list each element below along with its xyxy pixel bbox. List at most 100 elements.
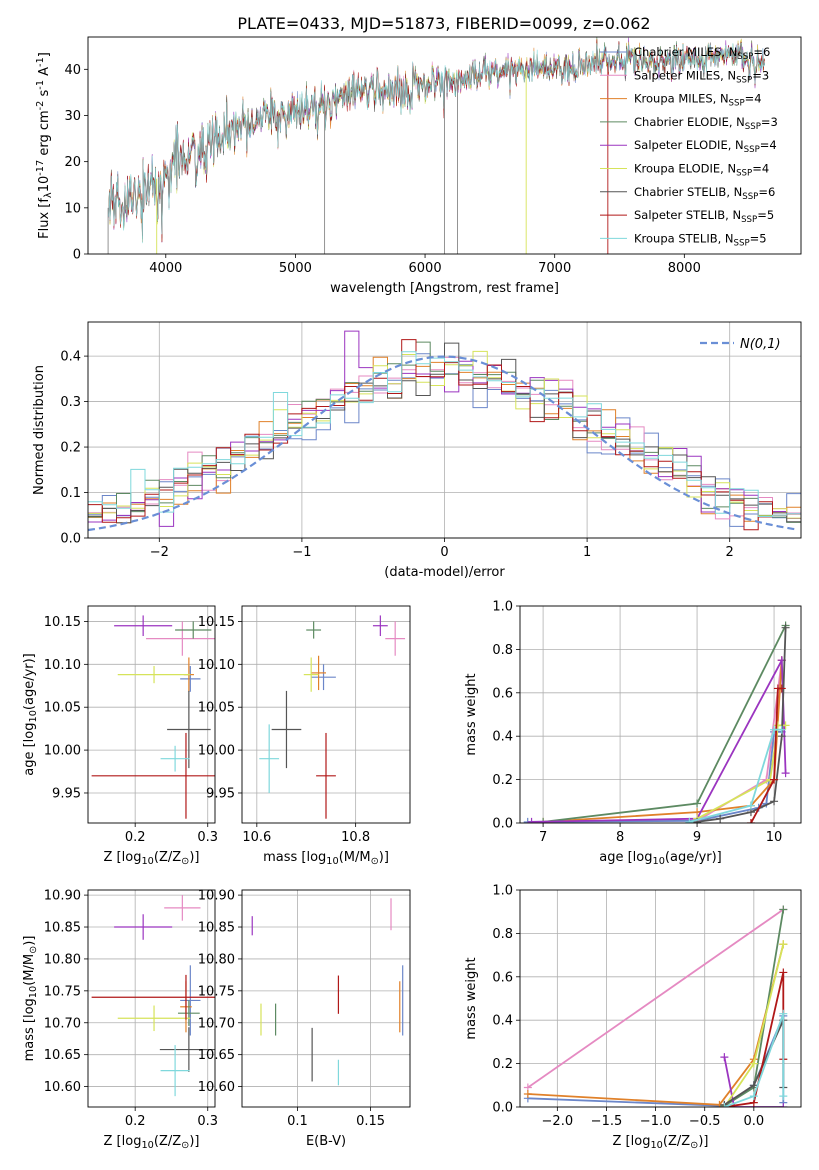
x-tick-label: −1.5 — [591, 1114, 623, 1129]
data-point-marker — [685, 817, 694, 823]
data-point-marker — [777, 684, 786, 693]
label-part: =4 — [745, 92, 762, 106]
data-point-marker — [746, 819, 755, 823]
label-part: mass [log — [263, 850, 326, 865]
label-part: (M/M — [22, 954, 37, 986]
label-part: =4 — [760, 138, 777, 152]
data-point-marker — [779, 968, 788, 977]
y-tick-label: 20 — [64, 155, 81, 170]
y-tick-label: 10.00 — [198, 744, 235, 759]
mass-weight-series — [531, 656, 787, 823]
data-point-marker — [720, 1103, 729, 1107]
y-tick-label: 0.0 — [492, 817, 513, 832]
label-part: Kroupa STELIB, N — [634, 231, 734, 245]
histogram-series — [88, 339, 801, 531]
y-tick-label: 0.0 — [60, 532, 81, 547]
label-part: =3 — [761, 115, 778, 129]
y-tick-label: 10.70 — [44, 1016, 81, 1031]
plot-area — [91, 895, 215, 1097]
y-tick-label: 40 — [64, 63, 81, 78]
x-axis-label: wavelength [Angstrom, rest frame] — [330, 281, 559, 296]
y-tick-label: 0.6 — [492, 686, 513, 701]
y-axis-label: age [log10(age/yr)] — [22, 653, 39, 776]
label-part: =5 — [750, 231, 767, 245]
mass-weight-series — [542, 625, 787, 823]
label-part: 10 — [28, 986, 39, 998]
label-part: Flux [f — [37, 198, 52, 239]
data-point-marker — [779, 905, 788, 914]
label-part: Z [log — [613, 1134, 651, 1149]
y-tick-label: 10.10 — [198, 658, 235, 673]
x-tick-label: −2 — [150, 545, 169, 560]
y-tick-label: 10.90 — [44, 889, 81, 904]
label-part: Salpeter STELIB, N — [634, 208, 741, 222]
y-tick-label: 10 — [64, 201, 81, 216]
x-tick-label: −1.0 — [640, 1114, 672, 1129]
label-part: =4 — [752, 162, 769, 176]
mass-weight-series — [543, 660, 783, 823]
label-part: Chabrier MILES, N — [634, 45, 737, 59]
y-tick-label: 0.0 — [492, 1101, 513, 1116]
label-part: 10 — [326, 856, 338, 867]
y-tick-label: 0.4 — [492, 730, 513, 745]
panel-residuals: −2 −1 0 1 2 0.0 0.1 0.2 0.3 0.4 (data-model)/error… — [32, 321, 802, 580]
y-tick-label: 30 — [64, 109, 81, 124]
legend-entry: Kroupa MILES, NSSP=4 — [634, 92, 762, 109]
y-tick-label: 0.4 — [60, 350, 81, 365]
label-part: 10 — [141, 856, 153, 867]
x-tick-label: 0 — [440, 545, 448, 560]
figure-title: PLATE=0433, MJD=51873, FIBERID=0099, z=0… — [237, 14, 650, 33]
y-tick-label: 0.8 — [492, 643, 513, 658]
legend-entry: Salpeter STELIB, NSSP=5 — [634, 208, 774, 225]
data-point-marker — [746, 801, 755, 810]
y-axis-label: mass weight — [464, 957, 479, 1039]
label-part: (data-model)/error — [384, 565, 505, 580]
panel-massweight_vs_Z: −2.0 −1.5 −1.0 −0.5 0.0 0.0 0.2 0.4 0.6 0.8 1.0 Z [… — [464, 884, 802, 1151]
label-part: Kroupa ELODIE, N — [634, 162, 736, 176]
y-tick-label: 10.65 — [44, 1048, 81, 1063]
x-tick-label: 8 — [616, 830, 624, 845]
x-tick-label: 0.0 — [743, 1114, 764, 1129]
x-tick-label: 0.3 — [197, 1114, 218, 1129]
x-axis-label: (data-model)/error — [384, 565, 505, 580]
label-part: erg cm — [37, 110, 52, 159]
data-point-marker — [773, 721, 782, 730]
label-part: ⊙ — [28, 946, 39, 954]
panel-age_vs_mass: 10.6 10.8 9.95 10.00 10.05 10.10 10.15 mass [lo… — [198, 605, 411, 867]
y-tick-label: 0.1 — [60, 486, 81, 501]
panel-spectrum: 4000 5000 6000 7000 8000 0 10 20 30 40 wavelength … — [35, 36, 802, 296]
label-part: 10 — [141, 1140, 153, 1151]
label-part: SSP — [729, 99, 745, 109]
label-part: ⊙ — [690, 1140, 698, 1151]
label-part: 10 — [652, 856, 664, 867]
data-point-marker — [770, 725, 779, 734]
y-tick-label: 10.85 — [44, 921, 81, 936]
x-tick-label: 2 — [726, 545, 734, 560]
y-tick-label: 10.10 — [44, 658, 81, 673]
legend: N(0,1) — [700, 337, 781, 352]
legend-entry: Kroupa STELIB, NSSP=5 — [634, 231, 767, 248]
label-part: )] — [698, 1134, 708, 1149]
label-part: SSP — [734, 238, 750, 248]
panel-mass_vs_ebv: 0.1 0.15 10.60 10.65 10.70 10.75 10.80 10.85 10.… — [198, 889, 411, 1149]
axes-frame — [519, 605, 802, 824]
y-tick-label: 10.65 — [198, 1048, 235, 1063]
axes-frame — [87, 36, 802, 255]
x-tick-label: 0.15 — [356, 1114, 385, 1129]
x-tick-label: 10 — [766, 830, 783, 845]
x-axis-label: E(B-V) — [306, 1134, 346, 1149]
y-tick-label: 10.80 — [44, 952, 81, 967]
data-point-marker — [716, 814, 725, 823]
y-axis-label: mass weight — [464, 673, 479, 755]
label-part: ⊙ — [181, 856, 189, 867]
data-point-marker — [720, 1053, 729, 1062]
y-tick-label: 0.2 — [492, 1057, 513, 1072]
y-tick-label: 10.60 — [198, 1080, 235, 1095]
y-axis-label: Normed distribution — [32, 365, 47, 495]
plot-area — [251, 898, 404, 1086]
axes-frame — [87, 889, 216, 1108]
label-part: -2 — [35, 101, 46, 111]
y-axis-label: Flux [fλ10-17 erg cm-2 s-1 A-1] — [35, 52, 54, 239]
